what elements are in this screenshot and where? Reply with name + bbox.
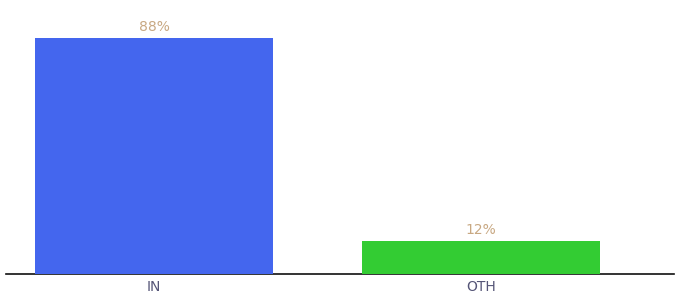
Text: 88%: 88% (139, 20, 169, 34)
Bar (35, 38, 273, 274)
Bar (362, 241, 600, 274)
Text: 12%: 12% (466, 223, 496, 237)
